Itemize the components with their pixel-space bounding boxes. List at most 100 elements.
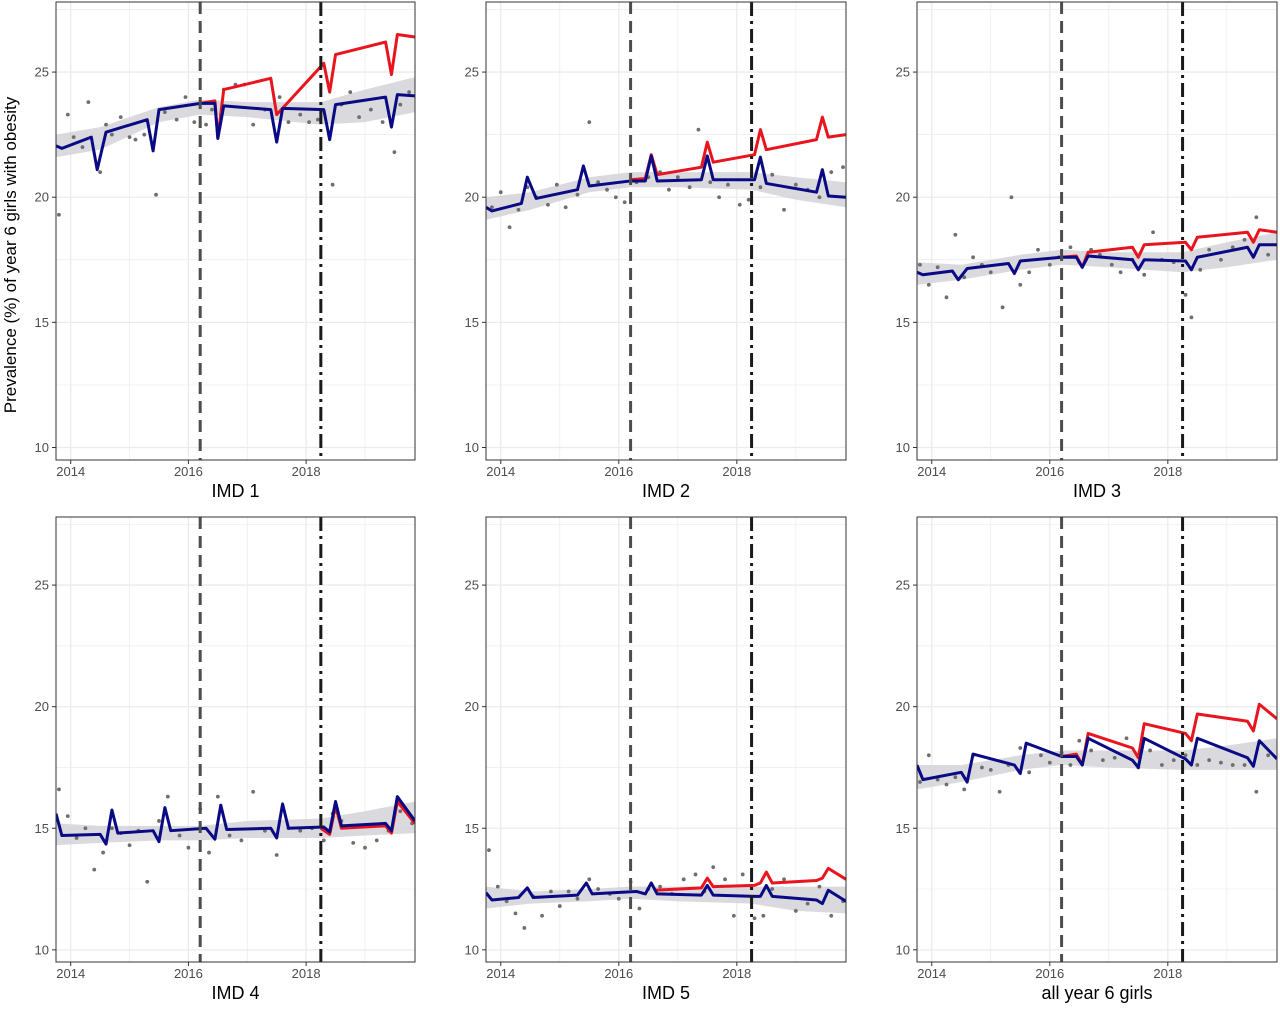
observed-point [498, 190, 503, 195]
observed-point [944, 782, 949, 787]
observed-point [210, 107, 214, 112]
observed-point [737, 202, 742, 207]
chart-panel-1: 10 15 20 25 2014 2016 2018 IMD 1 [35, 1, 416, 501]
observed-point [1207, 758, 1212, 763]
observed-point [1242, 763, 1247, 767]
panel-plot-area [56, 517, 415, 962]
observed-point [575, 896, 580, 901]
observed-point [1112, 755, 1117, 760]
facet-label: all year 6 girls [1041, 983, 1152, 1003]
observed-point [1183, 292, 1188, 297]
confidence-band [486, 172, 846, 220]
observed-point [286, 120, 291, 125]
chart-panel-5: 10 15 20 25 2014 2016 2018 IMD 5 [465, 516, 847, 1003]
observed-point [540, 913, 544, 918]
observed-point [667, 187, 671, 192]
observed-point [1039, 753, 1043, 758]
x-tick-label: 2016 [174, 966, 203, 981]
observed-point [1018, 746, 1023, 750]
y-tick-label: 25 [35, 65, 49, 80]
x-tick-label: 2016 [1035, 966, 1064, 981]
observed-point [566, 889, 571, 894]
observed-point [740, 872, 745, 877]
observed-point [708, 180, 713, 185]
panel-border [485, 516, 847, 963]
observed-point [1118, 270, 1123, 275]
observed-point [546, 202, 550, 207]
observed-point [1254, 215, 1259, 220]
observed-point [321, 838, 326, 843]
observed-point [1068, 763, 1073, 767]
y-tick-label: 10 [896, 942, 910, 957]
y-tick-label: 15 [465, 315, 479, 330]
observed-point [829, 913, 834, 918]
panel-plot-area [917, 2, 1277, 460]
observed-point [1101, 758, 1105, 763]
observed-point [398, 809, 403, 814]
observed-point [1219, 257, 1223, 262]
observed-point [204, 122, 208, 127]
fitted-line [486, 154, 846, 213]
observed-point [1207, 247, 1212, 252]
y-tick-label: 20 [465, 699, 479, 714]
observed-point [1000, 305, 1005, 310]
observed-point [183, 95, 188, 100]
x-tick-label: 2016 [1035, 464, 1064, 479]
facet-label: IMD 4 [211, 983, 259, 1003]
observed-point [133, 137, 138, 142]
observed-point [186, 845, 191, 850]
chart-panel-2: 10 15 20 25 2014 2016 2018 IMD 2 [465, 1, 847, 501]
panel-background [56, 2, 415, 460]
observed-point [65, 112, 70, 117]
observed-point [1027, 770, 1032, 775]
observed-point [988, 270, 993, 275]
observed-point [980, 765, 984, 770]
observed-point [1183, 753, 1188, 758]
observed-point [587, 120, 592, 125]
observed-point [575, 192, 580, 197]
panel-plot-area [486, 2, 846, 460]
observed-point [368, 107, 373, 112]
observed-point [398, 102, 403, 107]
observed-point [926, 282, 931, 287]
panel-background [917, 2, 1277, 460]
observed-point [817, 195, 822, 200]
x-tick-label: 2018 [1153, 464, 1182, 479]
observed-point [793, 182, 798, 187]
observed-point [1148, 748, 1153, 753]
confidence-band [56, 801, 415, 846]
observed-point [605, 187, 609, 192]
y-tick-label: 10 [35, 942, 49, 957]
observed-point [616, 896, 621, 901]
observed-point [298, 828, 303, 833]
observed-point [407, 90, 412, 94]
observed-point [1068, 245, 1073, 250]
observed-point [935, 777, 940, 782]
observed-point [782, 877, 786, 882]
observed-point [1171, 758, 1176, 763]
observed-point [1124, 736, 1129, 741]
observed-point [101, 850, 105, 855]
fitted-line [56, 93, 415, 172]
observed-point [127, 135, 132, 140]
observed-point [1254, 789, 1259, 794]
observed-point [829, 170, 834, 175]
observed-point [1018, 282, 1023, 287]
confidence-band [56, 77, 415, 158]
observed-point [758, 185, 763, 190]
observed-point [557, 904, 562, 908]
observed-point [104, 122, 108, 127]
chart-panel-3: 10 15 20 25 2014 2016 2018 IMD 3 [896, 1, 1278, 501]
y-tick-label: 15 [465, 821, 479, 836]
observed-point [918, 780, 922, 784]
observed-point [154, 192, 158, 197]
x-tick-label: 2018 [292, 966, 321, 981]
y-tick-label: 20 [35, 190, 49, 205]
observed-point [162, 110, 167, 115]
observed-point [726, 182, 730, 187]
x-tick-label: 2018 [722, 966, 751, 981]
fitted-line [917, 243, 1277, 282]
y-tick-label: 10 [465, 440, 479, 455]
panel-border [55, 516, 416, 963]
